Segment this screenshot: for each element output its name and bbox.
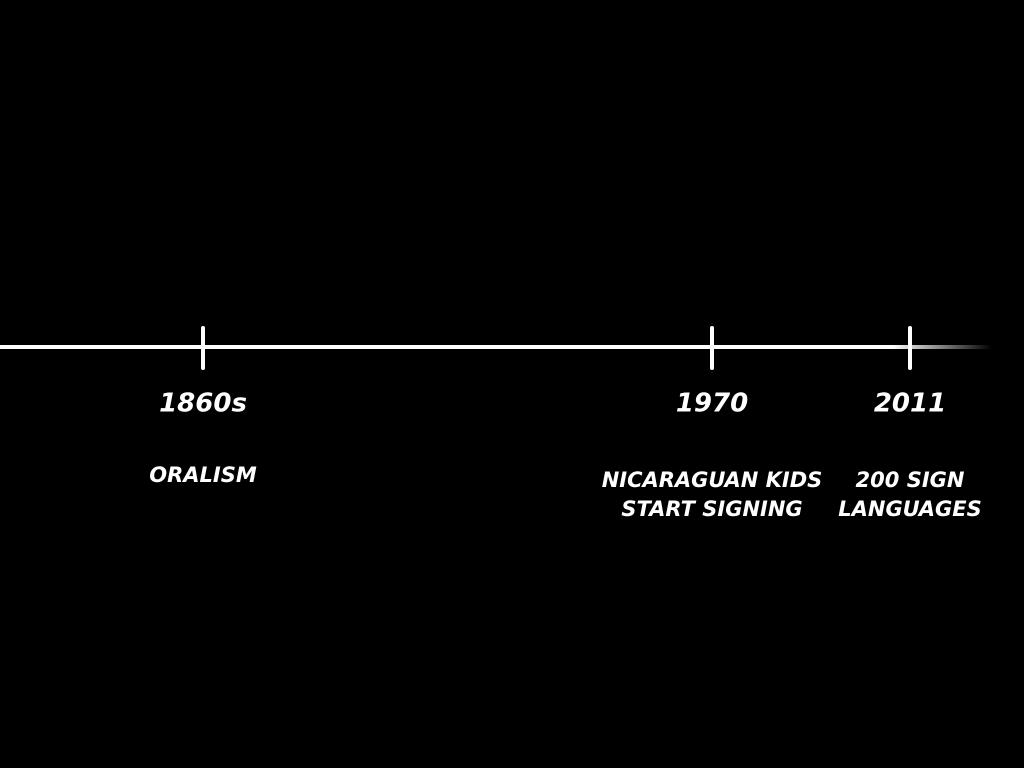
event-description: NICARAGUAN KIDS (602, 468, 823, 492)
tick-mark (710, 326, 714, 370)
events: 1860s ORALISM 1970 NICARAGUAN KIDS START SIG… (149, 326, 982, 521)
tick-mark (908, 326, 912, 370)
event-description: 200 SIGN (856, 468, 965, 492)
tick-mark (201, 326, 205, 370)
event-description: ORALISM (149, 463, 257, 487)
event-description: LANGUAGES (838, 497, 982, 521)
event-date: 1860s (159, 389, 247, 419)
timeline-axis (0, 345, 992, 349)
event-date: 2011 (874, 389, 946, 419)
event-description: START SIGNING (621, 497, 802, 521)
event-date: 1970 (676, 389, 748, 419)
